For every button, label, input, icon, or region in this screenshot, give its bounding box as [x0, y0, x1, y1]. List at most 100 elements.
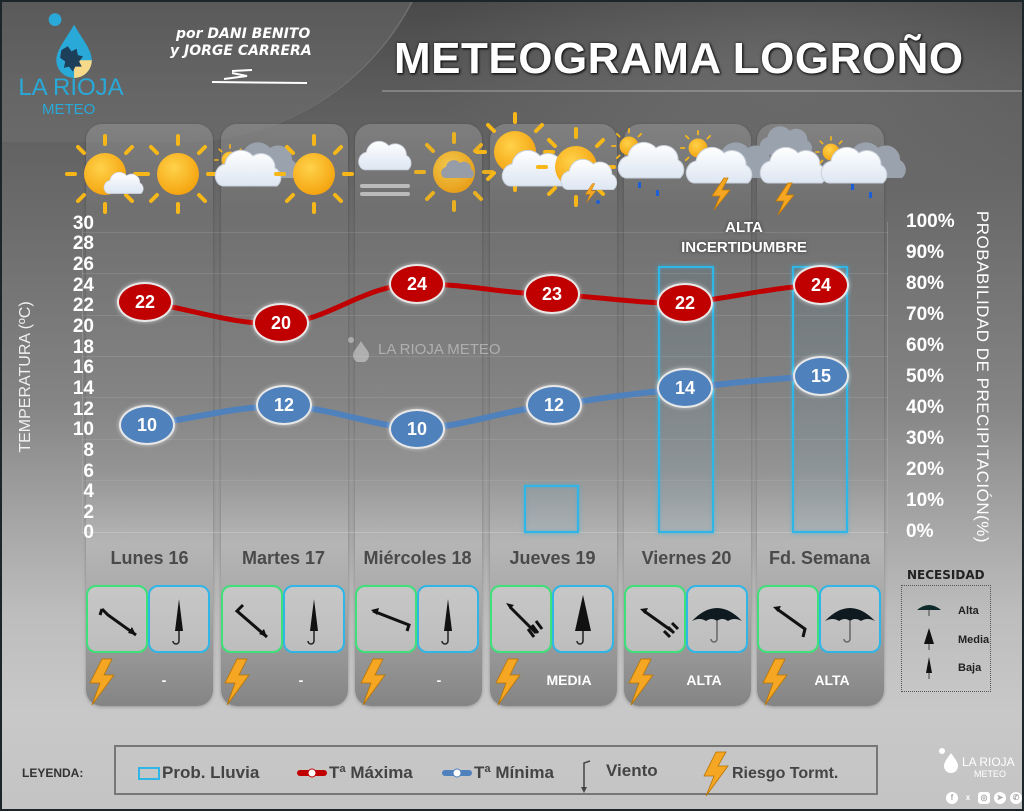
gridline: [82, 397, 888, 398]
necesidad-baja: Baja: [958, 662, 982, 674]
legend-text: Riesgo Tormt.: [732, 765, 839, 782]
y-tick: 2: [83, 502, 94, 523]
gridline: [82, 315, 888, 316]
umbrella-closed-icon: [307, 599, 318, 645]
umbrella-box: [686, 585, 748, 653]
lightning-icon: [224, 658, 250, 706]
y2-tick: 10%: [906, 490, 945, 511]
facebook-icon[interactable]: f: [946, 792, 958, 804]
umbrella-box: [417, 585, 479, 653]
lightning-icon: [360, 658, 386, 706]
y-tick: 4: [83, 481, 94, 502]
wind-box: [221, 585, 283, 653]
watermark-drop-icon: [348, 337, 369, 362]
y-tick: 6: [83, 461, 94, 482]
legend-text: Tª Mínima: [474, 763, 554, 782]
y-tick: 22: [72, 295, 94, 316]
umbrella-closed-icon: [172, 599, 183, 645]
y-tick: 14: [72, 378, 94, 399]
footer-logo-line1: LA RIOJA: [962, 755, 1015, 769]
necesidad-media: Media: [958, 634, 990, 646]
y-tick: 28: [72, 233, 94, 254]
tmax-point: 22: [117, 282, 173, 322]
umbrella-closed-icon: [926, 657, 932, 679]
precip-bar-jueves: [524, 485, 579, 533]
umbrella-box: [148, 585, 210, 653]
x-icon[interactable]: x: [965, 793, 971, 802]
logo-meteo-label: METEO: [42, 101, 96, 118]
legend-item-viento: Viento: [580, 759, 658, 795]
hazy-sun-icon: [416, 134, 492, 210]
umbrella-box: [283, 585, 345, 653]
wind-box: [355, 585, 417, 653]
umbrella-open-icon: [917, 605, 941, 616]
storm-cloud-icon: [759, 126, 827, 216]
gridline: [82, 273, 888, 274]
y2-tick: 30%: [906, 428, 945, 449]
y2-tick: 90%: [906, 242, 945, 263]
tmin-point: 15: [793, 356, 849, 396]
day-label: Miércoles 18: [363, 548, 472, 568]
tmin-line: [146, 373, 821, 432]
byline-line1: por DANI BENITO: [176, 26, 311, 42]
y2-tick: 40%: [906, 397, 945, 418]
lightning-icon: [495, 658, 521, 706]
wind-arrow-icon: [773, 606, 807, 638]
watermark-text: LA RIOJA METEO: [378, 340, 501, 358]
wind-box: [86, 585, 148, 653]
tmax-point: 23: [524, 274, 580, 314]
y2-tick: 80%: [906, 273, 945, 294]
y-tick: 12: [72, 399, 94, 420]
y2-tick: 100%: [906, 211, 955, 232]
cloud-icon: [214, 142, 298, 187]
legend-item-tmin: Tª Mínima: [442, 763, 554, 783]
legend-item-tmax: Tª Máxima: [297, 763, 413, 783]
umbrella-medium-icon: [924, 628, 934, 650]
legend-label: LEYENDA:: [22, 766, 84, 780]
necesidad-title: NECESIDAD: [907, 568, 985, 582]
legend-text: Viento: [606, 761, 658, 780]
social-links: f x ◎ ➤ ✆: [946, 792, 1022, 804]
tmin-point: 10: [119, 405, 175, 445]
necesidad-alta: Alta: [958, 605, 979, 617]
byline: por DANI BENITO y JORGE CARRERA: [170, 26, 312, 60]
tmin-swatch-icon: [442, 768, 472, 778]
y2-tick: 70%: [906, 304, 945, 325]
fog-cloud-icon: [358, 140, 412, 196]
y2-tick: 20%: [906, 459, 945, 480]
day-label: Martes 17: [241, 548, 326, 568]
rain-cloud-icon: [612, 129, 685, 196]
sun-cloud-icon: [67, 136, 144, 212]
logo-text-meteo: METEO: [42, 101, 95, 118]
whatsapp-icon[interactable]: ✆: [1010, 792, 1022, 804]
sun-cloud-storm-icon: [538, 129, 618, 205]
y-tick: 10: [72, 419, 94, 440]
tmax-swatch-icon: [297, 768, 327, 778]
y-tick: 30: [72, 213, 94, 234]
water-drop-icon: [48, 13, 92, 78]
y-tick: 24: [72, 275, 94, 296]
umbrella-open-icon: [692, 608, 742, 643]
tmax-point: 24: [389, 264, 445, 304]
y-tick: 18: [72, 337, 94, 358]
precip-swatch-icon: [138, 766, 160, 780]
storm-risk-value: -: [436, 672, 442, 688]
uncertainty-annotation: ALTA INCERTIDUMBRE: [664, 218, 824, 258]
wind-box: [490, 585, 552, 653]
gridline: [82, 439, 888, 440]
instagram-icon[interactable]: ◎: [978, 792, 990, 804]
storm-risk-value: -: [161, 672, 167, 688]
y2-tick: 50%: [906, 366, 945, 387]
wind-arrow-icon: [98, 607, 137, 637]
wind-arrow-icon: [581, 760, 591, 793]
y-tick: 26: [72, 254, 94, 275]
gridline: [82, 356, 888, 357]
telegram-icon[interactable]: ➤: [994, 792, 1006, 804]
y2-tick: 60%: [906, 335, 945, 356]
necesidad-legend-box: [901, 585, 991, 692]
uncertainty-line1: ALTA: [725, 219, 763, 236]
tmax-point: 22: [657, 283, 713, 323]
storm-risk-value: ALTA: [814, 672, 850, 688]
tmax-point: 24: [793, 265, 849, 305]
